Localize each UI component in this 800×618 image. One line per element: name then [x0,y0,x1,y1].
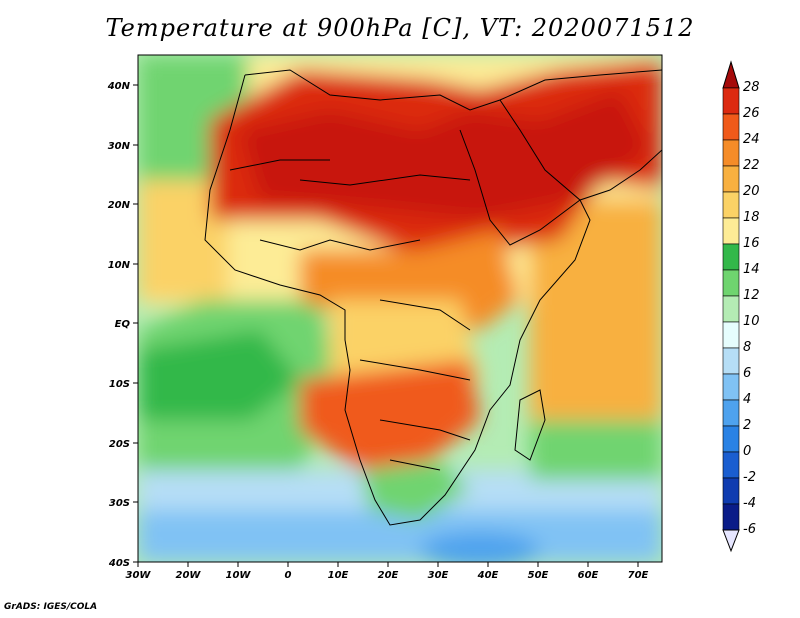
lat-label: 30S [109,498,130,509]
field-cold-core [420,532,540,562]
field-south-africa-warm [300,360,480,470]
colorbar-label: 18 [743,210,760,225]
lon-axis-labels: 30W 20W 10W 0 10E 20E 30E 40E 50E 60E 70… [126,570,649,581]
colorbar-swatch [722,451,740,479]
lat-label: EQ [115,319,131,330]
mediterranean-coast [244,69,662,111]
colorbar-label: 2 [743,418,751,433]
footer-credit: GrADS: IGES/COLA [4,602,98,612]
lon-label: 0 [285,570,292,581]
colorbar-label: 24 [743,132,760,147]
lat-label: 10S [109,379,130,390]
colorbar-label: -2 [743,470,756,485]
axis-ticks [133,84,639,567]
madagascar-coast [514,389,546,461]
lon-label: 30W [126,570,152,581]
lat-label: 10N [108,260,131,271]
lon-label: 10W [226,570,252,581]
colorbar-label: 22 [743,158,760,173]
colorbar-swatch [722,113,740,141]
colorbar-label: 0 [743,444,751,459]
lat-label: 40S [108,558,130,569]
lon-label: 30E [428,570,449,581]
colorbar-swatch [722,321,740,349]
lon-label: 60E [578,570,599,581]
colorbar-label: 4 [743,392,751,407]
colorbar-swatch [722,243,740,271]
field-south-atlantic-core [138,330,300,420]
lon-label: 20W [176,570,202,581]
colorbar-label: 6 [743,366,751,381]
colorbar-label: 26 [743,106,760,121]
field-sahara-core [240,90,650,220]
lat-label: 30N [108,141,131,152]
colorbar-swatch [722,217,740,245]
colorbar-swatch [722,425,740,453]
colorbar-swatch [722,165,740,193]
colorbar-swatch [722,191,740,219]
field-south-africa-cool [360,460,470,520]
colorbar-label: 20 [743,184,760,199]
colorbar-swatch [722,87,740,115]
africa-coast [204,74,591,526]
colorbar-label: -6 [743,522,756,537]
colorbar-label: 14 [743,262,760,277]
field-indian-south [530,420,662,480]
lat-label: 40N [107,81,131,92]
colorbar-swatch [722,295,740,323]
lat-axis-labels: 40N 30N 20N 10N EQ 10S 20S 30S 40S [107,81,131,569]
lon-label: 50E [528,570,549,581]
colorbar-swatch [722,373,740,401]
lon-label: 70E [628,570,649,581]
colorbar-label: 12 [743,288,760,303]
lat-label: 20S [109,439,130,450]
country-borders [229,159,471,471]
colorbar-swatch [722,503,740,531]
field-southern-ocean-cold [138,510,662,562]
page-title: Temperature at 900hPa [C], VT: 202007151… [105,14,695,42]
colorbar-label: 28 [743,80,760,95]
colorbar-bottom-arrow [722,529,740,553]
lat-label: 20N [108,200,131,211]
colorbar-swatch [722,399,740,427]
colorbar-label: -4 [743,496,756,511]
colorbar-swatch [722,139,740,167]
colorbar-label: 10 [743,314,760,329]
map-frame [137,54,663,563]
arabia-coast [499,99,662,201]
lon-label: 40E [477,570,499,581]
colorbar-swatch [722,269,740,297]
colorbar-swatch [722,477,740,505]
lon-label: 10E [328,570,349,581]
colorbar-swatch [722,347,740,375]
lon-label: 20E [378,570,399,581]
colorbar-top-arrow [722,60,740,89]
temperature-field [138,55,662,562]
coastlines [204,69,662,526]
colorbar-label: 8 [743,340,751,355]
colorbar-label: 16 [743,236,760,251]
